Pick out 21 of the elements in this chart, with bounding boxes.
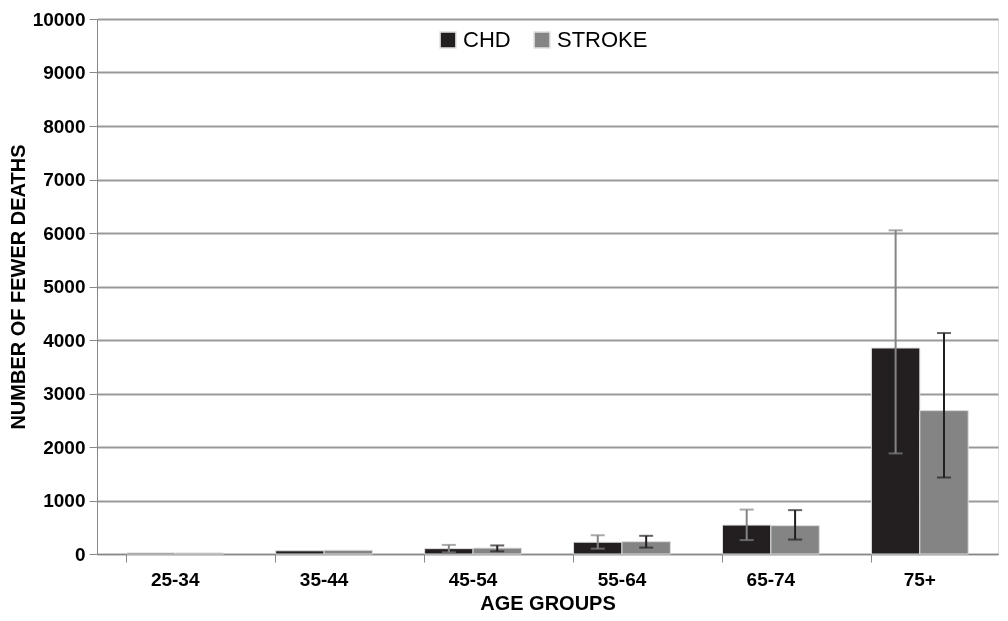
y-tick-label: 6000 bbox=[43, 222, 86, 244]
y-tick-label: 1000 bbox=[43, 490, 86, 511]
legend-label: STROKE bbox=[557, 27, 648, 52]
y-tick-label: 8000 bbox=[43, 115, 86, 137]
y-tick-label: 10000 bbox=[32, 8, 86, 30]
y-axis-title: NUMBER OF FEWER DEATHS bbox=[6, 144, 29, 430]
x-tick-label: 35-44 bbox=[299, 568, 349, 590]
y-tick-label: 2000 bbox=[43, 436, 86, 458]
y-tick-label: 0 bbox=[74, 543, 86, 565]
y-tick-label: 7000 bbox=[43, 169, 86, 190]
x-tick-label: 45-54 bbox=[448, 568, 498, 590]
x-tick-label: 75+ bbox=[903, 568, 936, 590]
y-tick-label: 4000 bbox=[43, 329, 86, 351]
x-tick-label: 65-74 bbox=[746, 568, 796, 590]
legend-label: CHD bbox=[463, 27, 511, 52]
y-tick-label: 3000 bbox=[43, 383, 86, 404]
x-axis-title: AGE GROUPS bbox=[480, 591, 616, 614]
y-tick-label: 5000 bbox=[43, 276, 86, 297]
x-tick-label: 55-64 bbox=[597, 568, 647, 590]
y-tick-label: 9000 bbox=[43, 62, 86, 83]
x-tick-label: 25-34 bbox=[150, 568, 200, 590]
